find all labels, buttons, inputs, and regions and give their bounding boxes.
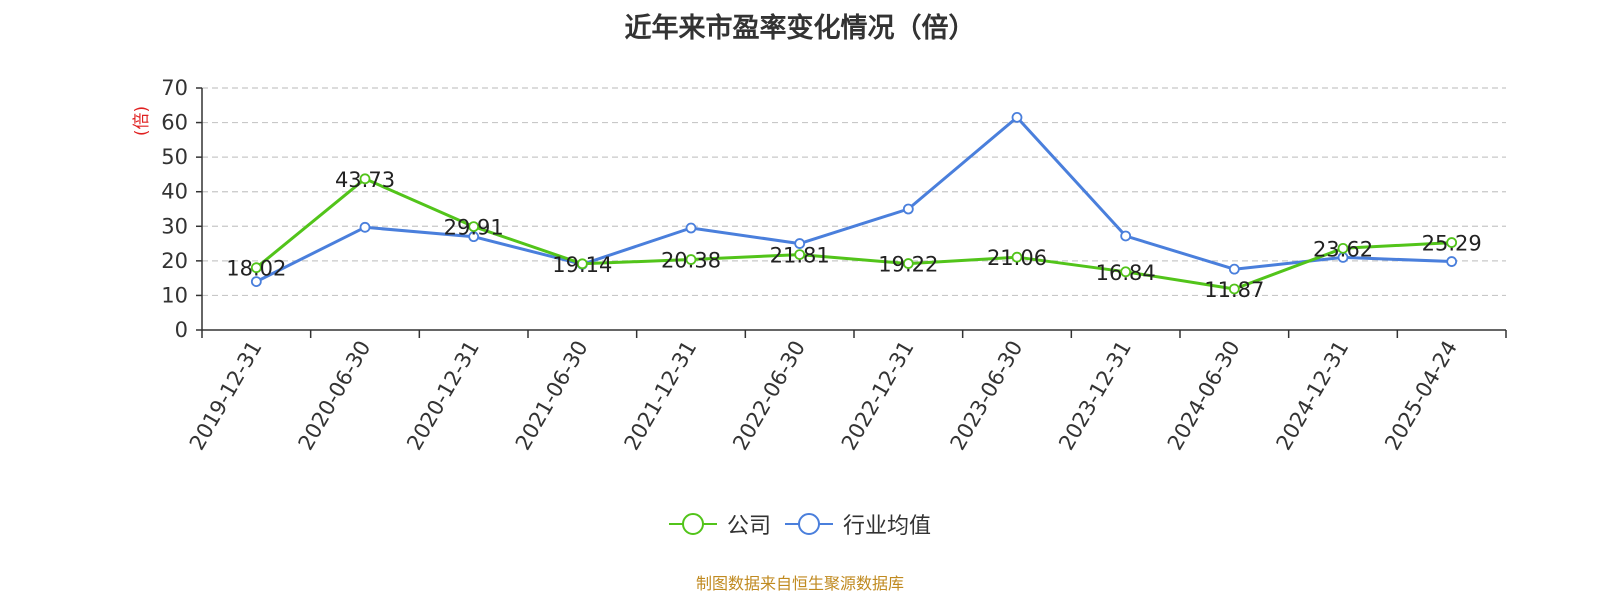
series-line-0 xyxy=(255,177,1452,291)
x-tick-label: 2019-12-31 xyxy=(185,337,267,455)
x-tick-labels: 2019-12-31 2020-06-30 2020-12-31 2021-06-30… xyxy=(185,336,1462,454)
data-point[interactable] xyxy=(1120,266,1132,278)
data-point[interactable] xyxy=(1011,111,1023,123)
data-label: 19.22 xyxy=(878,253,938,277)
data-point[interactable] xyxy=(685,254,697,265)
x-tick-label: 2021-12-31 xyxy=(620,337,702,455)
data-label: 29.91 xyxy=(444,216,504,240)
legend-item-industry[interactable]: 行业均值 xyxy=(785,508,931,540)
data-point[interactable] xyxy=(685,222,697,234)
data-point[interactable] xyxy=(1228,283,1240,295)
data-point[interactable] xyxy=(359,221,371,233)
data-point[interactable] xyxy=(1337,242,1349,254)
data-point[interactable] xyxy=(902,258,914,269)
data-label: 21.81 xyxy=(770,244,830,268)
data-label: 20.38 xyxy=(661,249,721,273)
x-tick-label: 2023-12-31 xyxy=(1054,337,1136,455)
y-tick-label: 60 xyxy=(161,111,188,135)
x-tick-label: 2022-12-31 xyxy=(837,336,919,454)
data-point[interactable] xyxy=(576,258,588,270)
data-label: 23.62 xyxy=(1313,237,1373,261)
data-point[interactable] xyxy=(1446,237,1458,248)
x-tick-label: 2022-06-30 xyxy=(728,337,810,455)
x-tick-label: 2023-06-30 xyxy=(946,337,1028,455)
data-point[interactable] xyxy=(1120,230,1132,242)
x-tick-label: 2021-06-30 xyxy=(511,337,593,455)
legend-line-circle-icon xyxy=(668,513,717,535)
data-point[interactable] xyxy=(794,238,806,249)
x-tick-label: 2024-12-31 xyxy=(1272,337,1354,455)
series-lines xyxy=(255,115,1452,291)
data-label: 21.06 xyxy=(987,246,1047,270)
axes xyxy=(196,87,1507,338)
data-point[interactable] xyxy=(1011,251,1023,263)
data-point[interactable] xyxy=(1446,256,1458,267)
legend-line-circle-icon xyxy=(785,513,833,535)
data-point[interactable] xyxy=(902,203,914,215)
data-label: 19.14 xyxy=(552,253,612,277)
series-points xyxy=(250,111,1458,295)
data-point[interactable] xyxy=(250,276,262,288)
data-label: 18.02 xyxy=(226,257,286,281)
y-tick-label: 10 xyxy=(161,283,188,307)
legend-label: 行业均值 xyxy=(843,514,932,539)
x-tick-label: 2020-12-31 xyxy=(402,336,484,454)
y-tick-label: 0 xyxy=(175,318,188,342)
data-label: 11.87 xyxy=(1204,278,1264,302)
data-source-note: 制图数据来自恒生聚源数据库 xyxy=(695,574,904,593)
data-point[interactable] xyxy=(468,231,480,243)
data-labels: 18.02 43.73 29.91 19.14 20.38 21.81 19.22 21.06… xyxy=(226,168,1481,302)
y-tick-label: 40 xyxy=(161,180,188,204)
y-axis-label: (倍) xyxy=(132,106,152,136)
data-point[interactable] xyxy=(1228,263,1240,275)
y-tick-labels: 0 10 20 30 40 50 60 70 xyxy=(161,76,188,342)
series-line-1 xyxy=(255,115,1452,283)
chart-title: 近年来市盈率变化情况（倍） xyxy=(624,13,976,44)
x-tick-label: 2020-06-30 xyxy=(294,337,376,455)
legend-item-company[interactable]: 公司 xyxy=(668,508,771,540)
x-tick-label: 2025-04-24 xyxy=(1380,337,1462,455)
legend: 公司 行业均值 xyxy=(0,508,1600,540)
x-tick-label: 2024-06-30 xyxy=(1163,337,1245,455)
y-tick-label: 70 xyxy=(161,76,188,100)
y-tick-label: 30 xyxy=(161,214,188,238)
legend-label: 公司 xyxy=(726,514,771,539)
data-point[interactable] xyxy=(468,221,480,232)
data-label: 25.29 xyxy=(1422,232,1482,256)
y-tick-label: 20 xyxy=(161,249,188,273)
data-label: 43.73 xyxy=(335,168,395,192)
data-point[interactable] xyxy=(794,249,806,260)
data-label: 16.84 xyxy=(1096,261,1156,285)
y-tick-label: 50 xyxy=(161,145,188,169)
data-point[interactable] xyxy=(250,262,262,274)
line-chart: 0 10 20 30 40 50 60 70 2019-12-31 2020-06-30 2020… xyxy=(132,76,1507,454)
data-point[interactable] xyxy=(359,173,371,185)
